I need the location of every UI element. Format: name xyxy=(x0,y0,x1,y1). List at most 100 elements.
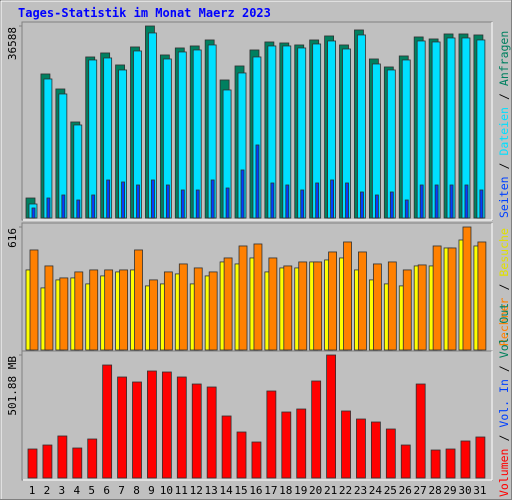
bar xyxy=(343,241,352,351)
bar xyxy=(151,179,155,219)
legend-separator: / xyxy=(497,365,511,372)
bar xyxy=(358,251,367,351)
bar xyxy=(176,376,187,479)
x-tick-label: 12 xyxy=(190,484,203,497)
bar xyxy=(43,78,53,219)
bar xyxy=(402,269,412,351)
bar xyxy=(285,184,290,219)
bar xyxy=(206,386,217,479)
bar xyxy=(434,184,439,219)
bar xyxy=(89,269,99,351)
bar xyxy=(31,207,36,219)
x-tick-label: 8 xyxy=(133,484,140,497)
bar xyxy=(42,444,53,479)
chart-title: Tages-Statistik im Monat Maerz 2023 xyxy=(18,6,271,20)
legend: Volumen / Vol. In / Vol. Out xyxy=(497,303,511,497)
x-tick-label: 15 xyxy=(234,484,247,497)
bar xyxy=(72,447,83,479)
x-tick-label: 16 xyxy=(249,484,262,497)
bar xyxy=(136,184,140,219)
legend-separator: / xyxy=(497,162,511,169)
bar xyxy=(311,380,322,479)
bar xyxy=(385,428,396,479)
bar xyxy=(193,267,203,351)
x-tick-label: 31 xyxy=(473,484,486,497)
bar xyxy=(445,448,456,479)
bar xyxy=(417,264,427,351)
legend: Rechner / Besuche xyxy=(497,228,511,346)
bar xyxy=(29,249,39,351)
bar xyxy=(223,257,233,351)
y-tick-label: 616 xyxy=(6,228,19,248)
x-tick-label: 17 xyxy=(264,484,277,497)
bar xyxy=(255,144,260,219)
legend-separator: / xyxy=(497,93,511,100)
bar xyxy=(147,370,157,479)
bar xyxy=(165,184,170,219)
bar xyxy=(475,436,486,479)
bar xyxy=(134,249,143,351)
bar xyxy=(210,179,215,219)
x-tick-label: 25 xyxy=(384,484,397,497)
bar xyxy=(296,408,307,479)
bar xyxy=(240,169,245,219)
bar xyxy=(225,187,230,219)
bar xyxy=(195,189,200,219)
bar xyxy=(315,182,320,219)
legend-entry: Vol. Out xyxy=(497,303,511,358)
x-tick-label: 5 xyxy=(88,484,95,497)
legend-entry: Seiten xyxy=(497,176,511,218)
legend-entry: Anfragen xyxy=(497,31,511,86)
bar xyxy=(132,381,142,479)
x-tick-label: 28 xyxy=(428,484,441,497)
bar xyxy=(330,179,335,219)
bar xyxy=(102,364,113,479)
x-tick-label: 23 xyxy=(354,484,367,497)
legend-separator: / xyxy=(497,284,511,291)
x-tick-label: 18 xyxy=(279,484,292,497)
bar xyxy=(357,34,366,219)
bar xyxy=(283,265,293,351)
bar xyxy=(91,194,96,219)
bar xyxy=(389,191,394,219)
x-tick-label: 7 xyxy=(118,484,125,497)
bar xyxy=(208,271,218,351)
bar xyxy=(447,247,457,351)
bar xyxy=(387,261,397,351)
bar xyxy=(61,194,66,219)
bar xyxy=(236,431,247,479)
bar xyxy=(370,421,381,479)
bar xyxy=(253,243,263,351)
bar xyxy=(419,184,424,219)
x-tick-label: 21 xyxy=(324,484,337,497)
x-tick-label: 24 xyxy=(369,484,383,497)
x-tick-label: 9 xyxy=(148,484,155,497)
bar xyxy=(430,449,441,479)
bar xyxy=(104,269,114,351)
x-tick-label: 10 xyxy=(160,484,173,497)
bar xyxy=(400,444,411,479)
bar xyxy=(180,189,185,219)
bar xyxy=(46,197,51,219)
bar xyxy=(221,415,232,479)
bar xyxy=(328,251,338,351)
x-tick-label: 3 xyxy=(59,484,66,497)
bar xyxy=(298,261,308,351)
bar xyxy=(360,191,364,219)
bar xyxy=(76,199,81,219)
x-tick-label: 4 xyxy=(73,484,80,497)
legend: Seiten / Dateien / Anfragen xyxy=(497,31,511,218)
bar xyxy=(119,269,128,351)
bar xyxy=(401,59,411,219)
bar xyxy=(238,245,248,351)
bar xyxy=(356,418,366,479)
legend-entry: Rechner xyxy=(497,297,511,346)
bar xyxy=(341,410,351,479)
bar xyxy=(59,277,69,351)
bar xyxy=(345,182,349,219)
legend-entry: Dateien xyxy=(497,107,511,155)
y-tick-label: 36588 xyxy=(6,27,19,60)
bar xyxy=(326,354,337,479)
x-tick-label: 20 xyxy=(309,484,322,497)
bar xyxy=(479,189,484,219)
